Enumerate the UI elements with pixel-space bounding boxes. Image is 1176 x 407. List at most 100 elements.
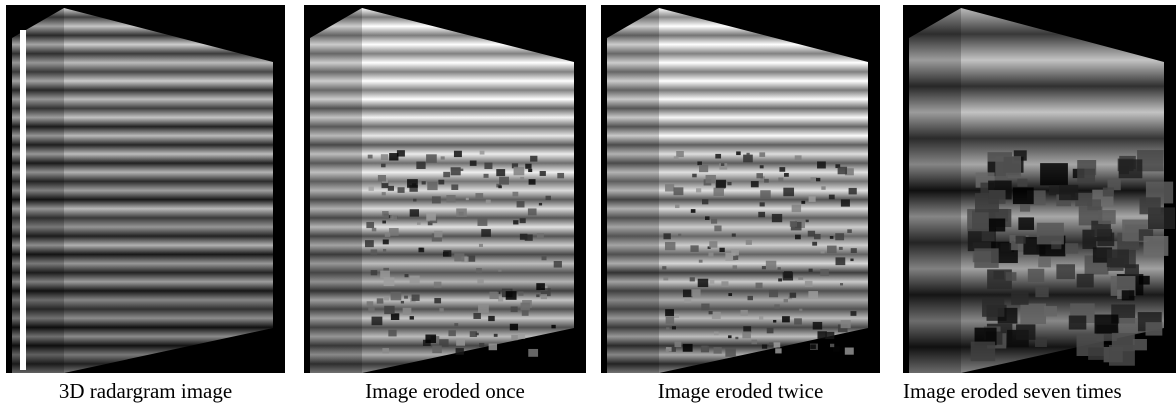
texture-block [479, 343, 484, 347]
texture-block [554, 261, 562, 268]
texture-block [702, 199, 708, 204]
texture-block [759, 316, 763, 319]
caption: Image eroded once [304, 379, 586, 404]
texture-block [696, 188, 701, 192]
texture-block [384, 296, 389, 300]
texture-block [674, 156, 679, 160]
texture-block [405, 274, 409, 277]
texture-block [721, 163, 724, 166]
texture-block [779, 167, 785, 172]
texture-block [727, 182, 731, 185]
texture-block [698, 279, 709, 287]
texture-block [557, 173, 564, 178]
texture-block [820, 269, 829, 276]
texture-block [1098, 210, 1115, 224]
texture-block [540, 171, 546, 176]
texture-block [478, 304, 489, 313]
texture-block [735, 337, 738, 339]
texture-block [510, 324, 518, 331]
texture-block [692, 174, 697, 178]
texture-block [674, 314, 679, 318]
texture-block [690, 277, 695, 281]
texture-block [995, 156, 1021, 177]
texture-block [762, 266, 766, 269]
texture-block [383, 239, 389, 244]
texture-block [372, 228, 376, 232]
texture-block [1028, 269, 1044, 282]
texture-block [410, 209, 419, 216]
texture-block [514, 167, 525, 176]
texture-block [1018, 217, 1034, 230]
texture-block [1143, 236, 1168, 256]
texture-block [1016, 236, 1026, 244]
texture-block [847, 229, 852, 233]
texture-block [740, 310, 747, 316]
texture-block [401, 301, 404, 304]
texture-block [840, 283, 843, 285]
texture-block [541, 294, 547, 299]
texture-block [810, 344, 816, 349]
texture-block [368, 155, 373, 159]
texture-block [1139, 276, 1150, 285]
volume-side [310, 8, 362, 373]
texture-block [1103, 188, 1114, 197]
texture-block [850, 259, 853, 262]
texture-block [368, 307, 374, 312]
texture-block [663, 276, 668, 280]
texture-block [773, 320, 776, 323]
texture-block [484, 163, 492, 169]
texture-block [989, 218, 1005, 231]
texture-block [385, 233, 390, 237]
texture-block [1109, 345, 1135, 366]
texture-block [835, 233, 844, 240]
texture-block [714, 226, 721, 232]
texture-block [1037, 223, 1064, 245]
texture-block [528, 208, 537, 215]
texture-block [751, 340, 757, 345]
texture-block [418, 248, 424, 253]
texture-block [836, 257, 846, 265]
texture-block [518, 292, 523, 296]
texture-block [528, 349, 538, 357]
texture-block [783, 188, 794, 197]
texture-block [499, 177, 509, 185]
texture-block [439, 308, 443, 311]
texture-block [498, 269, 501, 272]
texture-block [746, 153, 749, 156]
texture-block [384, 306, 394, 314]
texture-block [769, 290, 778, 297]
texture-block [372, 317, 383, 326]
texture-block [381, 183, 388, 189]
texture-block [427, 182, 437, 190]
texture-block [666, 349, 669, 352]
texture-block [690, 245, 698, 252]
texture-block [381, 164, 385, 168]
texture-block [1035, 287, 1048, 298]
texture-block [389, 153, 398, 160]
texture-block [733, 265, 738, 269]
texture-block [701, 304, 709, 311]
texture-block [778, 178, 783, 182]
caption: Image eroded seven times [903, 379, 1122, 404]
texture-block [666, 327, 669, 330]
texture-block [715, 154, 721, 159]
texture-block [539, 203, 542, 206]
texture-block [760, 190, 770, 198]
texture-block [725, 348, 735, 356]
texture-block [441, 156, 445, 159]
texture-block [714, 347, 722, 354]
texture-block [665, 309, 674, 316]
texture-block [371, 270, 378, 275]
texture-block [697, 161, 702, 165]
texture-block [1020, 204, 1030, 212]
texture-block [365, 240, 374, 247]
volume-side [12, 8, 64, 373]
texture-block [1044, 306, 1057, 316]
texture-block [479, 244, 483, 247]
figure: 3D radargram image Image eroded once Ima… [0, 0, 1176, 407]
texture-block [845, 348, 854, 355]
texture-block [410, 276, 420, 284]
texture-block [1006, 272, 1017, 281]
texture-block [513, 192, 519, 197]
texture-block [1065, 243, 1078, 253]
